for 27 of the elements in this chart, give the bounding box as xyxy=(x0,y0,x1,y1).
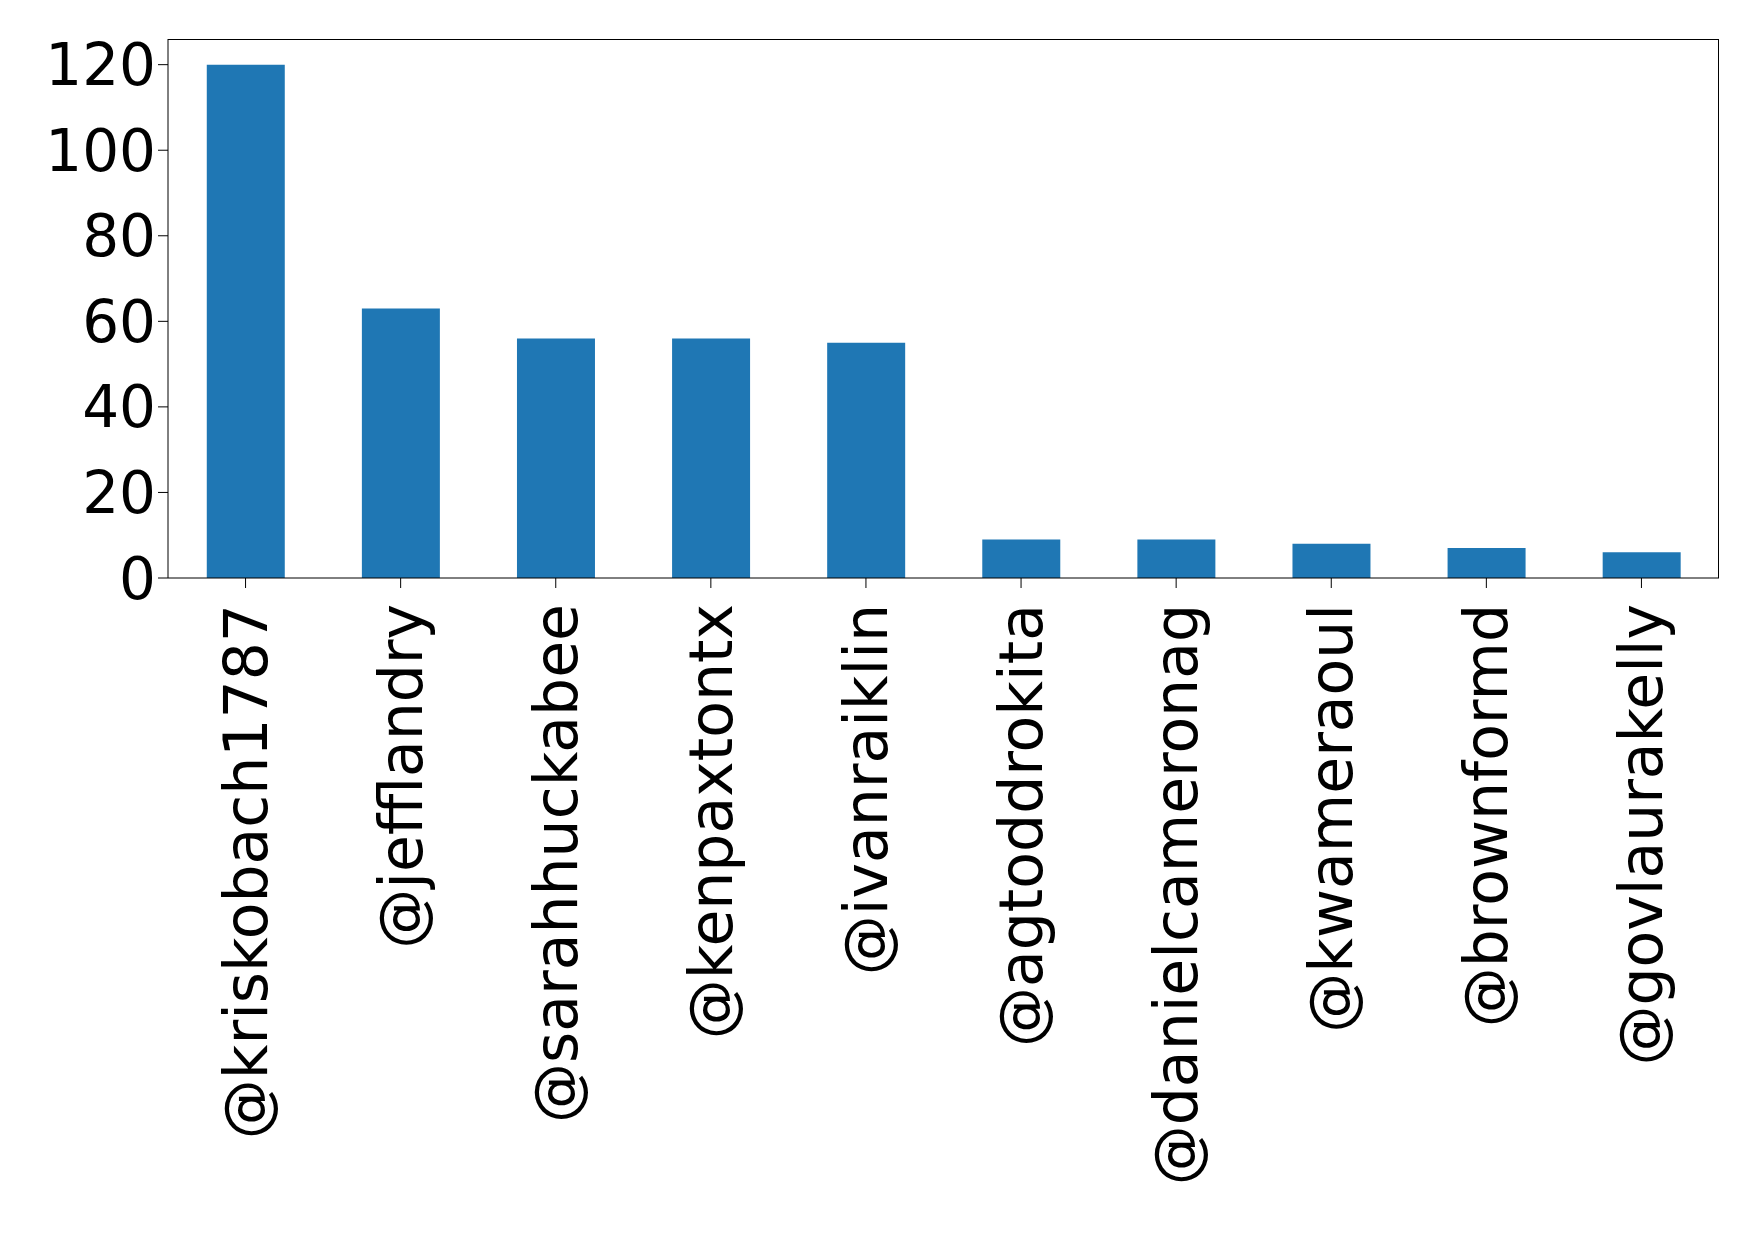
y-tick-label: 0 xyxy=(119,544,156,613)
bar xyxy=(982,539,1061,578)
y-tick-label: 80 xyxy=(82,202,156,271)
bar xyxy=(1292,543,1371,578)
y-tick-label: 100 xyxy=(45,116,156,185)
bar xyxy=(516,338,595,578)
x-tick-label: @danielcameronag xyxy=(1141,604,1212,1186)
bar xyxy=(1602,552,1681,578)
bar xyxy=(827,342,906,578)
x-tick-label: @jefflandry xyxy=(365,604,436,949)
x-tick-label: @brownformd xyxy=(1451,604,1522,1028)
x-tick-label: @ivanraiklin xyxy=(830,604,901,976)
y-tick-label: 20 xyxy=(82,459,156,528)
bar xyxy=(1137,539,1216,578)
x-tick-label: @kriskobach1787 xyxy=(210,604,281,1140)
bar xyxy=(672,338,751,578)
x-tick-label: @govlaurakelly xyxy=(1606,604,1677,1066)
bar xyxy=(1447,548,1526,578)
bar xyxy=(206,64,285,578)
y-tick-label: 60 xyxy=(82,287,156,356)
y-tick-label: 40 xyxy=(82,373,156,442)
x-tick-label: @kwameraoul xyxy=(1296,604,1367,1033)
y-tick-label: 120 xyxy=(45,31,156,100)
x-tick-label: @kenpaxtontx xyxy=(675,604,746,1040)
x-tick-label: @agtoddrokita xyxy=(986,604,1057,1048)
bar xyxy=(361,308,440,578)
x-tick-label: @sarahhuckabee xyxy=(520,604,591,1123)
